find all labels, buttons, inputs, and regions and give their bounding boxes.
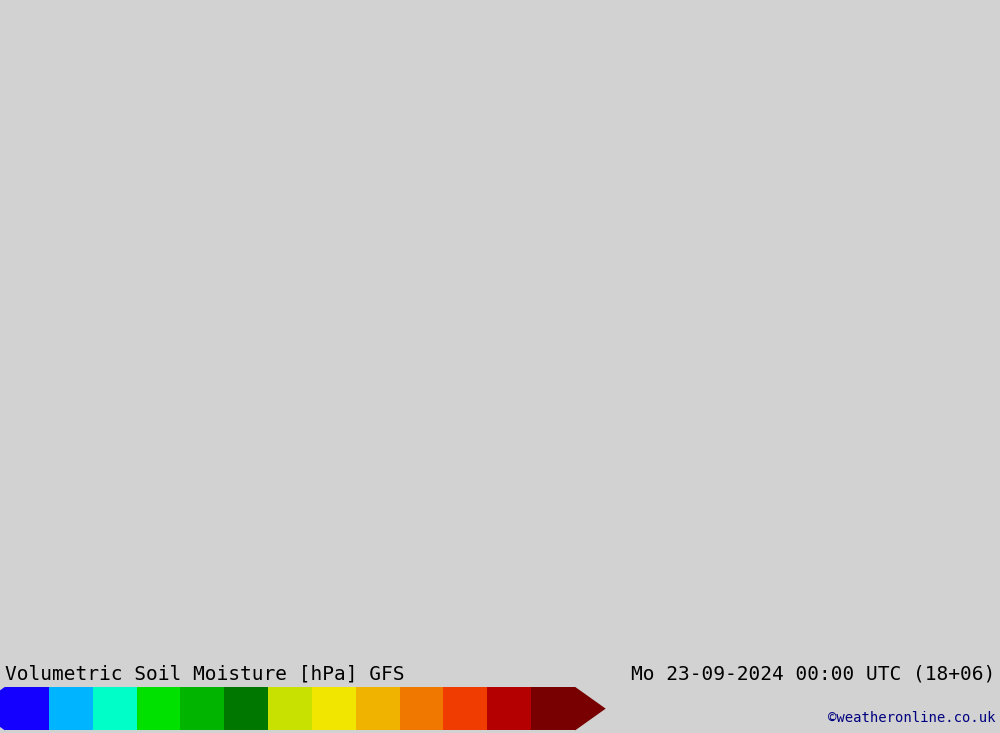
- Bar: [531, 687, 575, 731]
- Bar: [49, 687, 93, 731]
- Polygon shape: [0, 687, 5, 731]
- Bar: [356, 687, 400, 731]
- Bar: [268, 687, 312, 731]
- Bar: [5, 687, 49, 731]
- Bar: [443, 687, 487, 731]
- Polygon shape: [575, 687, 606, 731]
- Text: Volumetric Soil Moisture [hPa] GFS: Volumetric Soil Moisture [hPa] GFS: [5, 664, 404, 683]
- Bar: [400, 687, 443, 731]
- Bar: [487, 687, 531, 731]
- Bar: [93, 687, 137, 731]
- Bar: [224, 687, 268, 731]
- Text: Mo 23-09-2024 00:00 UTC (18+06): Mo 23-09-2024 00:00 UTC (18+06): [631, 664, 995, 683]
- Text: ©weatheronline.co.uk: ©weatheronline.co.uk: [828, 710, 995, 725]
- Bar: [137, 687, 180, 731]
- Bar: [312, 687, 356, 731]
- Bar: [180, 687, 224, 731]
